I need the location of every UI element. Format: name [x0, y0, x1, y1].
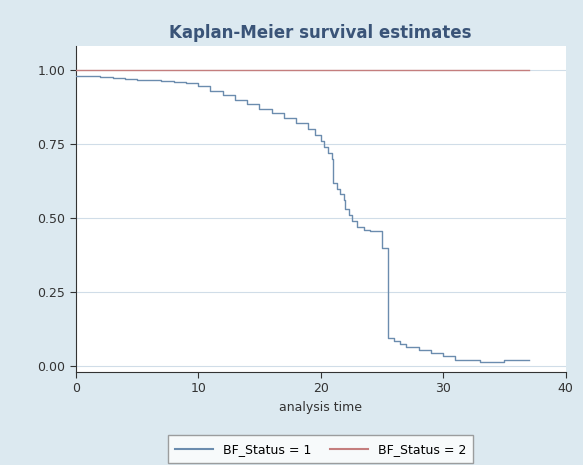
X-axis label: analysis time: analysis time — [279, 401, 362, 414]
Title: Kaplan-Meier survival estimates: Kaplan-Meier survival estimates — [170, 24, 472, 42]
Legend: BF_Status = 1, BF_Status = 2: BF_Status = 1, BF_Status = 2 — [168, 435, 473, 464]
